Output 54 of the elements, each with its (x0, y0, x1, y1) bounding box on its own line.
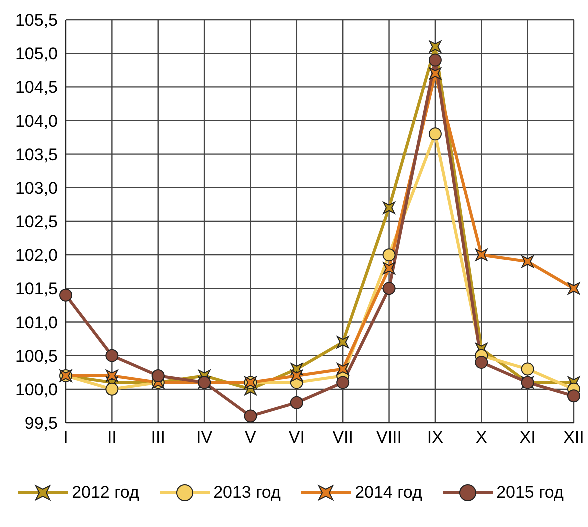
legend-label: 2013 год (214, 483, 281, 503)
point (522, 256, 534, 268)
point (429, 68, 442, 80)
point (428, 54, 442, 67)
point (521, 362, 534, 376)
x-tick-label: XII (564, 428, 584, 448)
y-tick-label: 100,0 (15, 380, 58, 400)
y-tick-label: 102,0 (15, 246, 58, 266)
point (568, 282, 580, 295)
point (382, 248, 396, 262)
x-tick-label: III (151, 428, 166, 448)
point (429, 40, 442, 54)
point (475, 248, 488, 262)
point (106, 382, 119, 396)
y-tick-label: 100,5 (15, 346, 58, 366)
y-tick-label: 101,0 (15, 313, 58, 332)
y-tick-label: 105,5 (15, 11, 58, 30)
x-tick-label: V (245, 428, 258, 448)
x-tick-label: II (107, 428, 117, 448)
y-tick-label: 105,0 (15, 44, 58, 64)
point (382, 282, 396, 296)
legend-label: 2015 год (496, 483, 564, 503)
point (568, 390, 580, 403)
point (383, 202, 396, 214)
y-tick-label: 102,5 (15, 212, 58, 232)
y-tick-label: 104,5 (15, 78, 58, 98)
point (244, 410, 258, 423)
y-tick-label: 99,5 (24, 414, 58, 434)
y-tick-label: 101,5 (15, 280, 58, 299)
x-tick-label: VI (288, 428, 305, 448)
x-tick-label: IX (427, 428, 444, 448)
x-tick-label: VII (332, 428, 354, 448)
point (428, 128, 442, 141)
legend-label: 2012 год (72, 483, 140, 503)
legend-label: 2014 год (355, 483, 422, 503)
point (383, 262, 396, 275)
point (290, 396, 304, 410)
point (290, 370, 304, 382)
x-tick-label: I (64, 428, 68, 448)
x-tick-label: VIII (376, 428, 402, 448)
x-tick-label: X (476, 428, 488, 448)
point (152, 369, 165, 382)
x-tick-label: XI (520, 428, 536, 448)
point (475, 356, 488, 370)
point (336, 376, 350, 390)
point (60, 288, 72, 302)
point (106, 370, 118, 382)
point (336, 363, 350, 376)
y-tick-label: 103,5 (15, 145, 58, 164)
point (106, 349, 119, 362)
x-tick-label: IV (196, 428, 214, 448)
y-tick-label: 103,0 (15, 178, 58, 198)
point (336, 336, 350, 349)
y-tick-label: 104,0 (15, 112, 58, 131)
